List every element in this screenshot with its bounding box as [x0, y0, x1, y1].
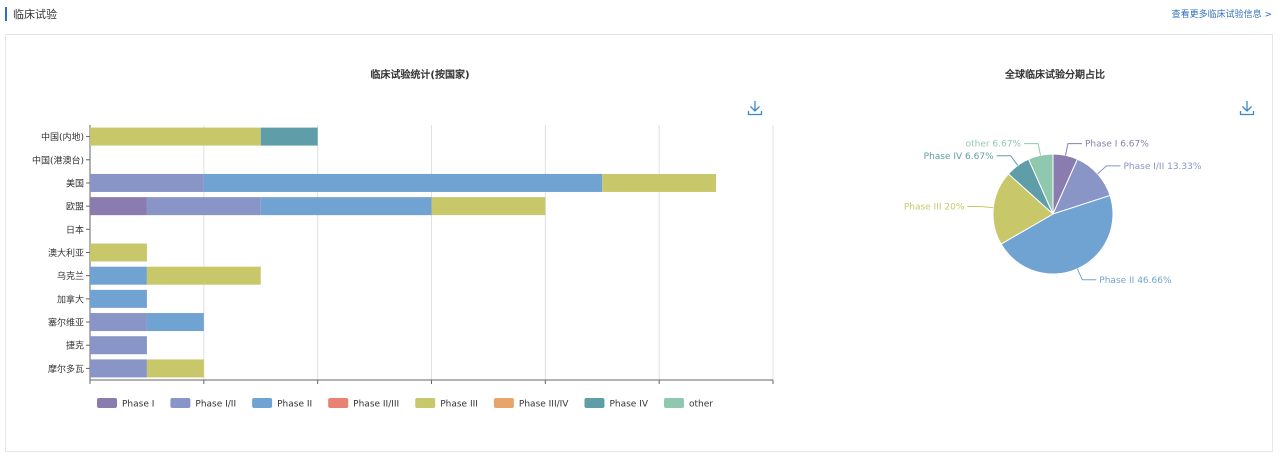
pie-chart-title: 全球临床试验分期占比 [1005, 70, 1105, 81]
pie-download-icon[interactable] [1239, 100, 1255, 116]
charts-panel [5, 34, 1273, 452]
more-trials-link[interactable]: 查看更多临床试验信息 > [1171, 10, 1272, 20]
bar-download-icon[interactable] [747, 100, 763, 116]
section-accent-bar [5, 7, 7, 21]
bar-chart-title: 临床试验统计(按国家) [370, 70, 470, 81]
section-header: 临床试验 查看更多临床试验信息 > [0, 0, 1280, 30]
section-title: 临床试验 [13, 8, 57, 21]
